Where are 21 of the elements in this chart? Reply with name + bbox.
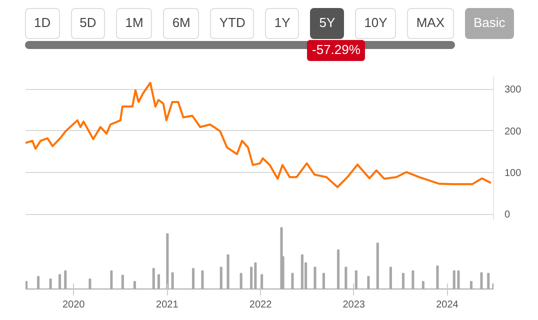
text: YTD: [210, 8, 254, 39]
line-series: [26, 82, 492, 188]
text: 10Y: [355, 8, 396, 39]
text: MAX: [407, 8, 454, 39]
y-tick-label: 200: [504, 126, 522, 138]
text: 5Y: [310, 8, 344, 39]
x-tick-label: 2023: [342, 300, 366, 310]
x-tick-label: 2024: [436, 300, 459, 310]
x-tick-label: 2021: [156, 300, 179, 310]
text: Basic: [464, 8, 514, 39]
y-tick-label: 300: [504, 84, 522, 96]
text: 1Y: [265, 8, 300, 39]
text: -57.29%: [307, 40, 366, 61]
x-tick-label: 2022: [249, 300, 272, 310]
y-tick-label: 100: [504, 168, 522, 179]
x-tick-label: 2020: [62, 300, 86, 310]
text: 1D: [25, 8, 60, 39]
text: 6M: [163, 8, 200, 39]
y-tick-label: 0: [504, 210, 510, 221]
text: 5D: [70, 8, 106, 39]
text: 1M: [116, 8, 152, 39]
